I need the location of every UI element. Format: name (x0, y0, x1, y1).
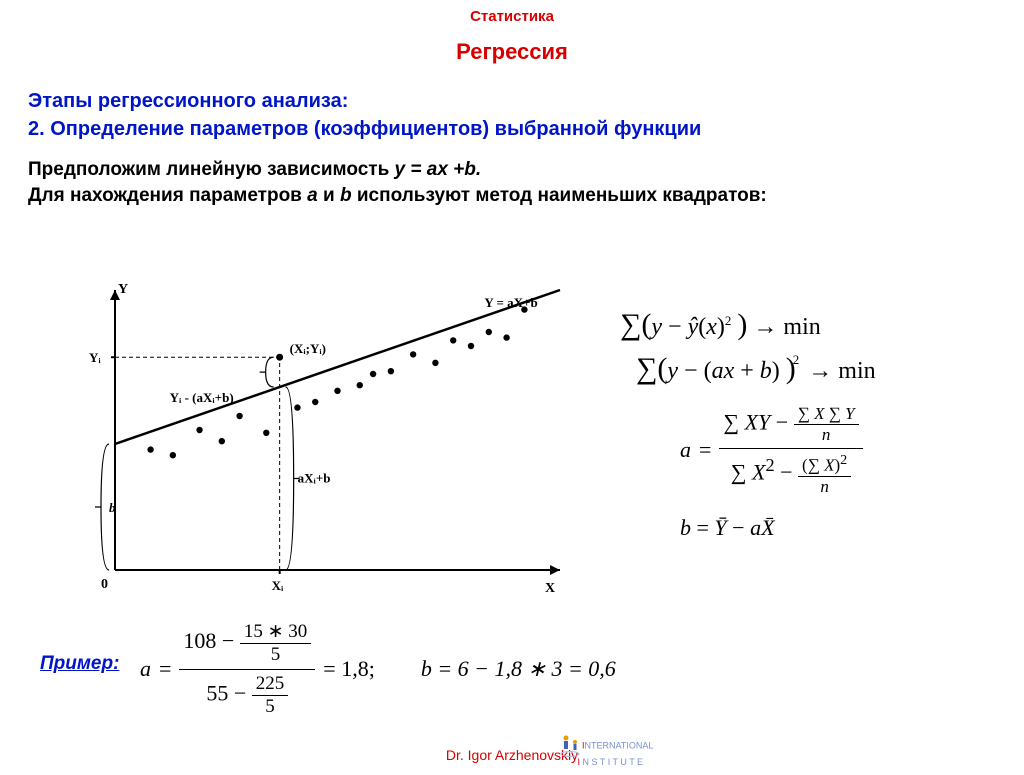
page-title: Регрессия (0, 39, 1024, 65)
footer-author: Dr. Igor Arzhenovskiy (0, 747, 1024, 763)
svg-text:aXᵢ+b: aXᵢ+b (298, 471, 331, 486)
formula-a: a = ∑ XY − ∑ X ∑ Yn ∑ X2 − (∑ X)2n (680, 404, 1010, 497)
ex-num-fn: 15 ∗ 30 (240, 620, 311, 644)
subheading: Этапы регрессионного анализа: 2. Определ… (28, 87, 1024, 143)
svg-text:b: b (109, 500, 116, 515)
chart-svg: Y X 0 Y = aX+b Yᵢ Xᵢ (Xᵢ;Yᵢ) Yᵢ - (aXᵢ+b) aXᵢ+b b (60, 280, 570, 610)
regression-chart: Y X 0 Y = aX+b Yᵢ Xᵢ (Xᵢ;Yᵢ) Yᵢ - (aXᵢ+b) aXᵢ+b b (60, 280, 570, 610)
logo-icon (560, 734, 580, 758)
svg-text:Y: Y (118, 282, 128, 297)
body2b: a (307, 185, 318, 206)
body2c: и (318, 185, 340, 206)
Ybar: Ȳ (714, 515, 726, 540)
ex-den-fn: 225 (252, 673, 289, 696)
ex-num-left: 108 (183, 628, 216, 653)
svg-text:0: 0 (101, 577, 108, 592)
subheading-line1: Этапы регрессионного анализа: (28, 90, 348, 112)
svg-text:X: X (545, 581, 555, 596)
ex-a-res: 1,8 (341, 656, 369, 681)
svg-text:Yᵢ - (aXᵢ+b): Yᵢ - (aXᵢ+b) (170, 390, 234, 405)
svg-text:Y = aX+b: Y = aX+b (484, 295, 537, 310)
formula-1: ∑(y − ŷ(x)2 ) → min (620, 308, 1010, 342)
body-text: Предположим линейную зависимость y = ax … (28, 157, 996, 208)
ex-b: b = 6 − 1,8 ∗ 3 = 0,6 (421, 656, 616, 682)
formula-b: b = Ȳ − aX̄ (680, 515, 1010, 541)
body-prefix: Предположим линейную зависимость (28, 159, 395, 180)
ex-den-fd: 5 (252, 696, 289, 718)
institute-logo: INTERNATIONAL I N S T I T U T E (560, 734, 653, 767)
a-label: a (680, 437, 691, 463)
formula-2: ∑(y − (ax + b) )2 → min (636, 352, 1010, 386)
svg-text:Xᵢ: Xᵢ (272, 578, 284, 593)
subheading-line2: 2. Определение параметров (коэффициентов… (28, 118, 701, 140)
header-small: Статистика (0, 8, 1024, 25)
example-label: Пример: (40, 653, 119, 675)
b-label: b (680, 515, 691, 540)
ex-den-left: 55 (206, 681, 228, 706)
body-eq: y = ax +b. (395, 159, 482, 180)
formulas-block: ∑(y − ŷ(x)2 ) → min ∑(y − (ax + b) )2 → … (620, 308, 1010, 541)
min-2: min (838, 358, 875, 384)
logo-text-1: NTERNATIONAL (585, 740, 654, 750)
min-1: min (783, 314, 820, 340)
example-formula: a = 108 − 15 ∗ 30 5 55 − 225 5 = 1,8; b … (140, 620, 616, 718)
ex-num-fd: 5 (240, 644, 311, 666)
Xbar: X̄ (761, 515, 774, 540)
svg-text:Yᵢ: Yᵢ (89, 350, 101, 365)
logo-text-2: N S T I T U T E (580, 757, 643, 767)
svg-text:(Xᵢ;Yᵢ): (Xᵢ;Yᵢ) (290, 341, 326, 356)
body2d: b (340, 185, 352, 206)
body2a: Для нахождения параметров (28, 185, 307, 206)
body2e: используют метод наименьших квадратов: (352, 185, 767, 206)
